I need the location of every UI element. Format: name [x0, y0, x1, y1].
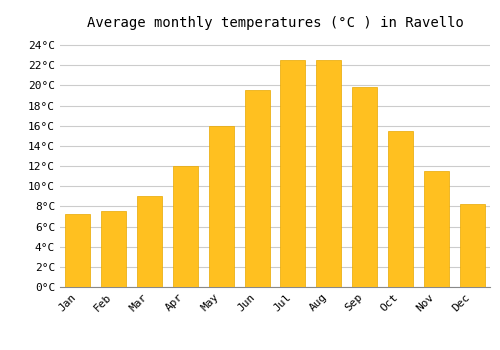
Bar	[137, 196, 162, 287]
Bar	[173, 166, 198, 287]
Bar	[388, 131, 413, 287]
Bar	[244, 90, 270, 287]
Bar	[66, 215, 90, 287]
Bar	[316, 60, 342, 287]
Bar	[101, 211, 126, 287]
Bar	[460, 204, 484, 287]
Bar	[424, 171, 449, 287]
Bar	[280, 60, 305, 287]
Bar	[208, 126, 234, 287]
Title: Average monthly temperatures (°C ) in Ravello: Average monthly temperatures (°C ) in Ra…	[86, 16, 464, 30]
Bar	[352, 88, 377, 287]
